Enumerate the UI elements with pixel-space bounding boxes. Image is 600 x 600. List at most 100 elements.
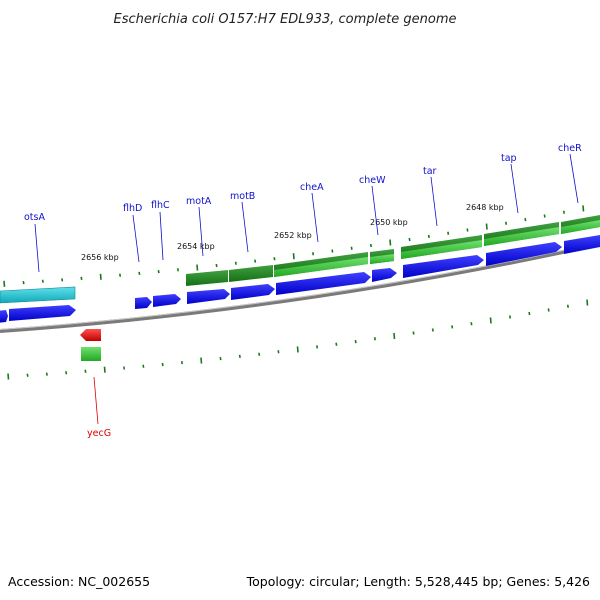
genome-summary-text: Topology: circular; Length: 5,528,445 bp… — [246, 574, 590, 589]
scale-tick-minor — [369, 243, 372, 248]
yecG-leader — [93, 376, 99, 425]
scale-tick-minor — [215, 263, 218, 268]
genome-backbone-highlight — [0, 242, 600, 330]
scale-tick-minor — [547, 308, 550, 312]
scale-tick-minor — [161, 362, 164, 367]
gene-label-tap[interactable]: tap — [501, 153, 517, 164]
scale-tick-major — [393, 332, 396, 340]
scale-tick-minor — [219, 356, 222, 361]
scale-tick-minor — [238, 354, 241, 359]
scale-tick-minor — [312, 252, 315, 256]
scale-tick-minor — [138, 271, 141, 276]
light-green-feature[interactable] — [401, 240, 482, 259]
gene-label-motA[interactable]: motA — [186, 196, 212, 207]
scale-tick-minor — [524, 217, 527, 222]
gene-label-flhC[interactable]: flhC — [151, 200, 170, 211]
scale-tick-minor — [470, 322, 473, 326]
light-green-feature[interactable] — [484, 227, 559, 246]
scale-label: 2654 kbp — [177, 242, 215, 251]
scale-tick-major — [489, 317, 492, 324]
light-green-feature[interactable] — [370, 254, 394, 264]
scale-tick-minor — [562, 210, 565, 214]
scale-tick-minor — [528, 311, 531, 316]
gene-label-cheA[interactable]: cheA — [300, 182, 324, 193]
scale-tick-minor — [80, 276, 83, 281]
gene-label-leaders — [34, 153, 579, 425]
scale-tick-major — [485, 223, 488, 230]
tap-leader — [510, 163, 519, 214]
scale-label: 2650 kbp — [370, 218, 408, 227]
scale-tick-minor — [258, 352, 261, 356]
gene-label-motB[interactable]: motB — [230, 191, 255, 202]
cds-arrow[interactable] — [403, 255, 484, 278]
gene-label-otsA[interactable]: otsA — [24, 212, 45, 223]
scale-tick-minor — [373, 337, 376, 341]
scale-tick-minor — [277, 350, 280, 354]
forward-cds-track — [0, 235, 600, 323]
scale-tick-minor — [451, 325, 454, 329]
scale-tick-major — [99, 273, 102, 280]
gene-label-tar[interactable]: tar — [423, 166, 437, 177]
dark-green-feature[interactable] — [186, 270, 228, 286]
cds-arrow[interactable] — [135, 297, 152, 309]
scale-tick-minor — [316, 345, 319, 349]
cds-arrow[interactable] — [564, 235, 600, 254]
scale-tick-major — [389, 239, 392, 246]
motB-leader — [241, 201, 249, 253]
light-green-feature[interactable] — [561, 220, 600, 234]
scale-tick-major — [296, 346, 299, 353]
scale-tick-minor — [505, 221, 508, 225]
scale-tick-minor — [431, 328, 434, 332]
scale-tick-minor — [354, 339, 357, 344]
yecG-cds-arrow[interactable] — [80, 329, 101, 341]
gene-label-cheW[interactable]: cheW — [359, 175, 386, 186]
scale-tick-minor — [65, 371, 68, 375]
scale-tick-minor — [412, 331, 415, 335]
scale-tick-minor — [234, 261, 237, 265]
scale-tick-minor — [427, 234, 430, 239]
cds-arrow[interactable] — [0, 310, 8, 323]
tar-leader — [430, 176, 438, 227]
scale-tick-major — [196, 264, 199, 271]
scale-labels: 2656 kbp 2654 kbp 2652 kbp 2650 kbp 2648… — [81, 203, 504, 262]
scale-tick-minor — [273, 257, 276, 261]
scale-label: 2652 kbp — [274, 231, 312, 240]
scale-tick-minor — [408, 237, 411, 242]
light-green-feature[interactable] — [274, 257, 368, 277]
scale-tick-minor — [509, 315, 512, 319]
cds-arrow[interactable] — [372, 268, 397, 282]
scale-tick-minor — [41, 279, 44, 283]
scale-tick-minor — [331, 249, 334, 253]
gene-label-flhD[interactable]: flhD — [123, 203, 142, 214]
scale-tick-minor — [447, 231, 450, 235]
scale-tick-minor — [566, 304, 569, 308]
yecG-feature[interactable] — [81, 347, 101, 361]
cds-arrow[interactable] — [276, 272, 371, 295]
scale-tick-minor — [157, 269, 160, 274]
scale-tick-minor — [26, 373, 29, 377]
scale-tick-major — [292, 253, 295, 260]
scale-tick-minor — [142, 364, 145, 368]
scale-tick-major — [582, 205, 585, 212]
cds-arrow[interactable] — [231, 284, 275, 300]
accession-text: Accession: NC_002655 — [8, 574, 150, 589]
cds-arrow[interactable] — [187, 289, 230, 304]
cheW-leader — [371, 185, 379, 236]
scale-tick-minor — [176, 268, 179, 272]
dark-green-feature[interactable] — [229, 265, 273, 282]
cds-arrow[interactable] — [9, 305, 76, 321]
cds-arrow[interactable] — [153, 294, 181, 307]
gene-labels: otsA flhD flhC motA motB cheA cheW tar t… — [24, 143, 582, 439]
scale-tick-minor — [45, 372, 48, 376]
scale-label: 2648 kbp — [466, 203, 504, 212]
motA-leader — [198, 206, 204, 257]
scale-tick-major — [200, 357, 203, 364]
gene-label-yecG[interactable]: yecG — [87, 428, 111, 439]
scale-tick-minor — [180, 360, 183, 365]
otsA-region-feature[interactable] — [0, 286, 76, 304]
scale-tick-major — [586, 299, 589, 306]
gene-label-cheR[interactable]: cheR — [558, 143, 582, 154]
cds-arrow[interactable] — [486, 242, 562, 266]
scale-tick-minor — [254, 259, 257, 263]
